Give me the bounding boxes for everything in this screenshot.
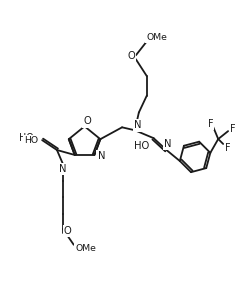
Text: N: N — [134, 120, 142, 130]
Text: F: F — [225, 143, 231, 153]
Text: O: O — [127, 51, 135, 61]
Text: HO: HO — [24, 136, 38, 145]
Text: N: N — [164, 139, 171, 149]
Text: HO: HO — [134, 141, 149, 151]
Text: N: N — [98, 151, 105, 161]
Text: OMe: OMe — [75, 244, 96, 253]
Text: O: O — [84, 116, 91, 127]
Text: O: O — [64, 226, 72, 236]
Text: F: F — [230, 124, 236, 134]
Text: OMe: OMe — [146, 33, 167, 42]
Text: F: F — [208, 119, 213, 129]
Text: N: N — [59, 164, 67, 174]
Text: HO: HO — [18, 133, 33, 143]
